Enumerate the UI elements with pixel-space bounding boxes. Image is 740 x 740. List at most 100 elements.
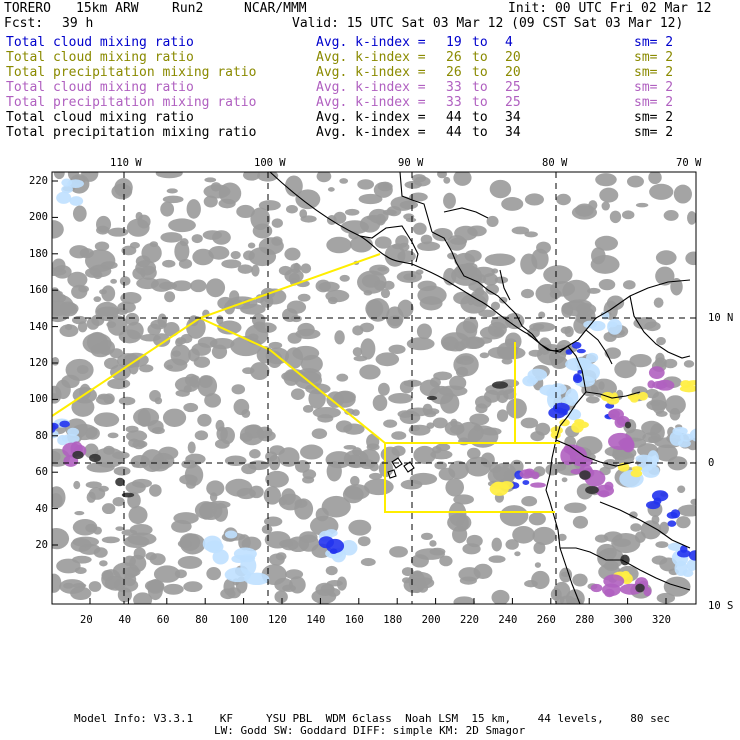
cloud-cell <box>209 492 218 502</box>
cloud-cell <box>145 552 157 561</box>
cloud-cell <box>216 315 224 325</box>
cloud-cell <box>604 347 621 359</box>
legend-to: to <box>472 125 488 140</box>
cloud-cell <box>663 209 679 221</box>
cloud-cell <box>429 385 454 405</box>
cloud-cell <box>93 412 120 427</box>
cloud-cell <box>576 303 597 316</box>
cloud-cell <box>294 459 310 473</box>
y-grid-label: 40 <box>35 502 48 515</box>
blue-cloud-cell <box>688 550 696 561</box>
blue-cloud-cell <box>52 422 59 430</box>
cloud-cell <box>217 320 242 335</box>
cloud-cell <box>53 172 65 180</box>
cloud-cell <box>348 230 359 240</box>
forecast-label: Fcst: <box>4 16 44 31</box>
model-resolution: 15km ARW <box>76 1 139 16</box>
cloud-cell <box>175 337 187 345</box>
cloud-cell <box>171 350 181 357</box>
cloud-cell <box>177 555 203 569</box>
cloud-cell <box>271 218 283 228</box>
cloud-cell <box>409 192 428 202</box>
cloud-cell <box>94 241 110 252</box>
cloud-cell <box>129 242 140 249</box>
cloud-cell <box>193 356 211 368</box>
yellow-cloud-cell <box>550 426 563 435</box>
x-grid-label: 140 <box>306 614 326 626</box>
cloud-cell <box>168 218 196 233</box>
light-cloud-cell <box>686 559 696 571</box>
y-grid-label: 100 <box>29 393 48 406</box>
cloud-cell <box>449 375 467 391</box>
cloud-cell <box>359 364 381 380</box>
cloud-cell <box>85 267 101 278</box>
cloud-cell <box>125 430 148 442</box>
cloud-cell <box>86 317 100 330</box>
y-grid-label: 220 <box>29 175 48 187</box>
x-grid-label: 220 <box>460 614 479 626</box>
legend-field: Total precipitation mixing ratio <box>6 65 257 80</box>
cloud-cell <box>197 413 212 427</box>
cloud-cell <box>334 330 345 345</box>
dark-core-cell <box>121 492 135 498</box>
cloud-cell <box>590 255 620 274</box>
lat-label: 0 <box>708 457 715 469</box>
cloud-cell <box>107 315 128 336</box>
light-cloud-cell <box>69 196 84 206</box>
legend-sm: sm= 2 <box>634 110 674 125</box>
cloud-cell <box>598 279 616 291</box>
cloud-cell <box>629 353 652 368</box>
cloud-cell <box>233 398 250 416</box>
cloud-cell <box>297 293 311 302</box>
cloud-cell <box>494 276 509 284</box>
lat-label: 10 S <box>708 600 734 612</box>
cloud-cell <box>496 390 509 404</box>
cloud-cell <box>183 385 192 393</box>
cloud-cell <box>655 444 678 462</box>
cloud-cell <box>594 235 619 251</box>
cloud-cell <box>609 210 622 224</box>
cloud-cell <box>107 432 119 439</box>
cloud-cell <box>292 345 320 361</box>
cloud-cell <box>613 538 631 547</box>
cloud-cell <box>366 433 380 450</box>
light-cloud-cell <box>539 384 562 396</box>
cloud-cell <box>238 534 251 551</box>
x-grid-label: 160 <box>344 614 364 626</box>
light-cloud-cell <box>244 572 270 586</box>
plot-frame <box>51 171 697 605</box>
cloud-cell <box>408 571 426 594</box>
cloud-cell <box>351 409 360 417</box>
cloud-cell <box>163 322 180 337</box>
legend-k2: 34 <box>505 110 521 125</box>
legend-k1: 33 <box>446 80 462 95</box>
cloud-cell <box>300 263 312 274</box>
yellow-cloud-cell <box>630 396 639 403</box>
cloud-cell <box>133 592 153 604</box>
cloud-cell <box>562 279 591 304</box>
legend-k2: 4 <box>505 35 513 50</box>
cloud-cell <box>444 420 465 436</box>
cloud-cell <box>401 577 411 584</box>
cloud-cell <box>52 528 70 550</box>
cloud-cell <box>247 242 256 249</box>
cloud-cell <box>520 288 535 299</box>
cloud-cell <box>640 520 662 540</box>
cloud-cell <box>594 534 609 543</box>
y-grid-label: 60 <box>35 466 48 479</box>
cloud-cell <box>360 338 376 360</box>
y-grid-label: 180 <box>29 247 48 260</box>
blue-cloud-cell <box>677 549 691 558</box>
cloud-cell <box>133 547 146 560</box>
cloud-cell <box>435 443 451 452</box>
cloud-cell <box>166 188 178 194</box>
cloud-cell <box>118 329 141 344</box>
x-grid-label: 120 <box>268 614 287 626</box>
legend-to: to <box>472 35 488 50</box>
cloud-cell <box>96 306 120 317</box>
cloud-cell <box>56 558 81 574</box>
cloud-cell <box>659 521 669 535</box>
y-grid-label: 80 <box>35 429 48 442</box>
x-grid-label: 260 <box>536 614 556 626</box>
